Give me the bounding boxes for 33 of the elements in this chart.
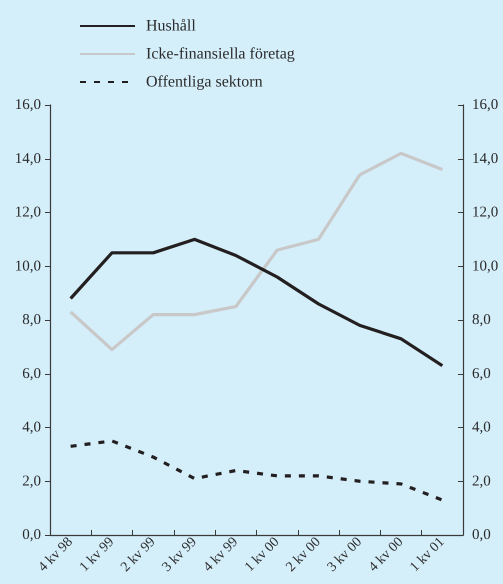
line-series (69, 439, 444, 502)
y2-tick-label: 12,0 (472, 204, 498, 220)
x-tick-label: 2 kv 99 (118, 534, 159, 575)
legend-label: Icke-finansiella företag (146, 46, 295, 62)
y-tick-label: 6,0 (22, 366, 41, 382)
y-tick-label: 2,0 (22, 473, 41, 490)
legend-label: Offentliga sektorn (146, 74, 263, 90)
y-tick-label: 12,0 (14, 204, 41, 220)
x-tick-label: 1 kv 01 (407, 534, 448, 575)
y2-tick-label: 10,0 (472, 258, 498, 274)
x-tick-label: 4 kv 00 (366, 534, 406, 575)
y-tick-label: 16,0 (14, 97, 41, 113)
y2-tick-label: 2,0 (472, 473, 491, 490)
y-tick-label: 14,0 (14, 150, 41, 167)
y-tick-label: 8,0 (22, 312, 41, 328)
legend-label: Hushåll (146, 18, 196, 34)
y2-tick-label: 8,0 (472, 312, 491, 328)
x-tick-label: 2 kv 00 (283, 534, 324, 575)
y-tick-label: 0,0 (22, 527, 41, 543)
y2-tick-label: 4,0 (472, 420, 491, 436)
x-tick-label: 3 kv 99 (160, 534, 200, 575)
y-tick-label: 4,0 (22, 420, 41, 436)
x-tick-label: 4 kv 99 (200, 534, 242, 575)
line-series (69, 152, 444, 352)
y2-tick-label: 16,0 (472, 97, 498, 113)
y-tick-label: 10,0 (14, 258, 41, 274)
x-tick-label: 1 kv 99 (76, 534, 118, 575)
x-tick-label: 1 kv 00 (242, 534, 282, 575)
y2-tick-label: 14,0 (472, 150, 498, 167)
y2-tick-label: 6,0 (472, 366, 491, 382)
line-series (69, 238, 444, 368)
x-tick-label: 3 kv 00 (324, 534, 366, 575)
y2-tick-label: 0,0 (472, 527, 491, 543)
